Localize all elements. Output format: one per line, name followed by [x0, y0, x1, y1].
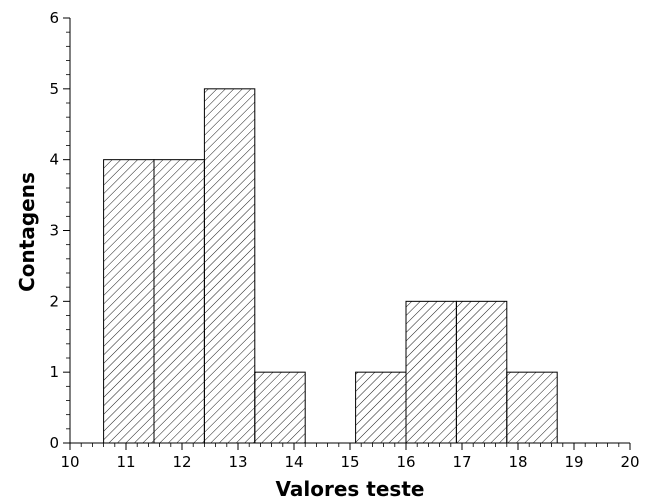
histogram-bar — [254, 371, 306, 444]
histogram-bar — [506, 371, 558, 444]
x-tick-label: 15 — [340, 453, 359, 471]
histogram-bar — [405, 300, 457, 444]
y-axis-title: Contagens — [15, 172, 39, 292]
y-tick-label: 0 — [49, 434, 59, 452]
y-tick-label: 3 — [49, 222, 59, 240]
x-tick-label: 20 — [620, 453, 639, 471]
y-tick-label: 2 — [49, 292, 59, 310]
y-tick-label: 4 — [49, 151, 59, 169]
y-tick-label: 1 — [49, 363, 59, 381]
x-tick-label: 12 — [172, 453, 191, 471]
histogram-bar — [355, 371, 407, 444]
histogram-bar — [153, 159, 205, 444]
y-tick-label: 5 — [49, 80, 59, 98]
x-axis-title: Valores teste — [276, 477, 425, 500]
x-tick-label: 13 — [228, 453, 247, 471]
y-tick-label: 6 — [49, 9, 59, 27]
x-tick-label: 10 — [60, 453, 79, 471]
x-tick-label: 18 — [508, 453, 527, 471]
x-tick-label: 11 — [116, 453, 135, 471]
x-tick-label: 14 — [284, 453, 303, 471]
histogram-bar — [203, 88, 256, 444]
x-tick-label: 17 — [452, 453, 471, 471]
histogram-bar — [455, 300, 508, 444]
x-tick-label: 19 — [564, 453, 583, 471]
x-tick-label: 16 — [396, 453, 415, 471]
bars-layer — [103, 88, 558, 444]
histogram-bar — [103, 159, 155, 444]
